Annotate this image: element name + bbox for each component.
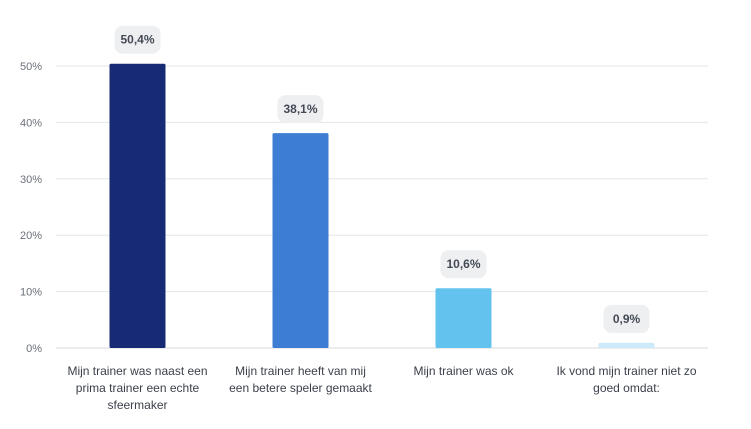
data-label: 38,1% [283,102,317,116]
x-tick-label: Mijn trainer heeft van mij een betere spe… [229,364,372,395]
data-label-pill [277,95,324,124]
y-tick-label: 20% [20,230,42,242]
x-tick-label-line: sfeermaker [107,398,167,412]
bar [435,288,492,348]
data-label-pill [440,250,487,279]
x-axis-labels: Mijn trainer was naast een prima trainer … [67,364,696,412]
data-labels: 50,4% 38,1% 10,6% 0,9% [114,25,650,333]
y-axis-ticks: 0% 10% 20% 30% 40% 50% [20,61,42,355]
y-tick-label: 10% [20,287,42,299]
x-tick-label: Mijn trainer was ok [413,364,514,378]
x-tick-label-line: Mijn trainer was ok [413,364,514,378]
data-label: 50,4% [120,33,154,47]
data-label-pill [114,25,161,54]
x-tick-label-line: Mijn trainer was naast een [67,364,207,378]
x-tick-label-line: een betere speler gemaakt [229,381,372,395]
y-tick-label: 30% [20,174,42,186]
bars [109,63,655,349]
bar [272,133,329,348]
x-tick-label: Ik vond mijn trainer niet zo goed omdat: [556,364,696,395]
y-tick-label: 40% [20,117,42,129]
bar [598,342,655,348]
y-tick-label: 0% [26,343,42,355]
data-label: 0,9% [613,312,641,326]
data-label: 10,6% [446,257,480,271]
x-tick-label-line: goed omdat: [593,381,660,395]
bar [109,63,166,349]
x-tick-label: Mijn trainer was naast een prima trainer … [67,364,207,412]
x-tick-label-line: Mijn trainer heeft van mij [235,364,366,378]
x-tick-label-line: Ik vond mijn trainer niet zo [556,364,696,378]
y-tick-label: 50% [20,61,42,73]
data-label-pill [603,304,650,333]
x-tick-label-line: prima trainer een echte [76,381,200,395]
